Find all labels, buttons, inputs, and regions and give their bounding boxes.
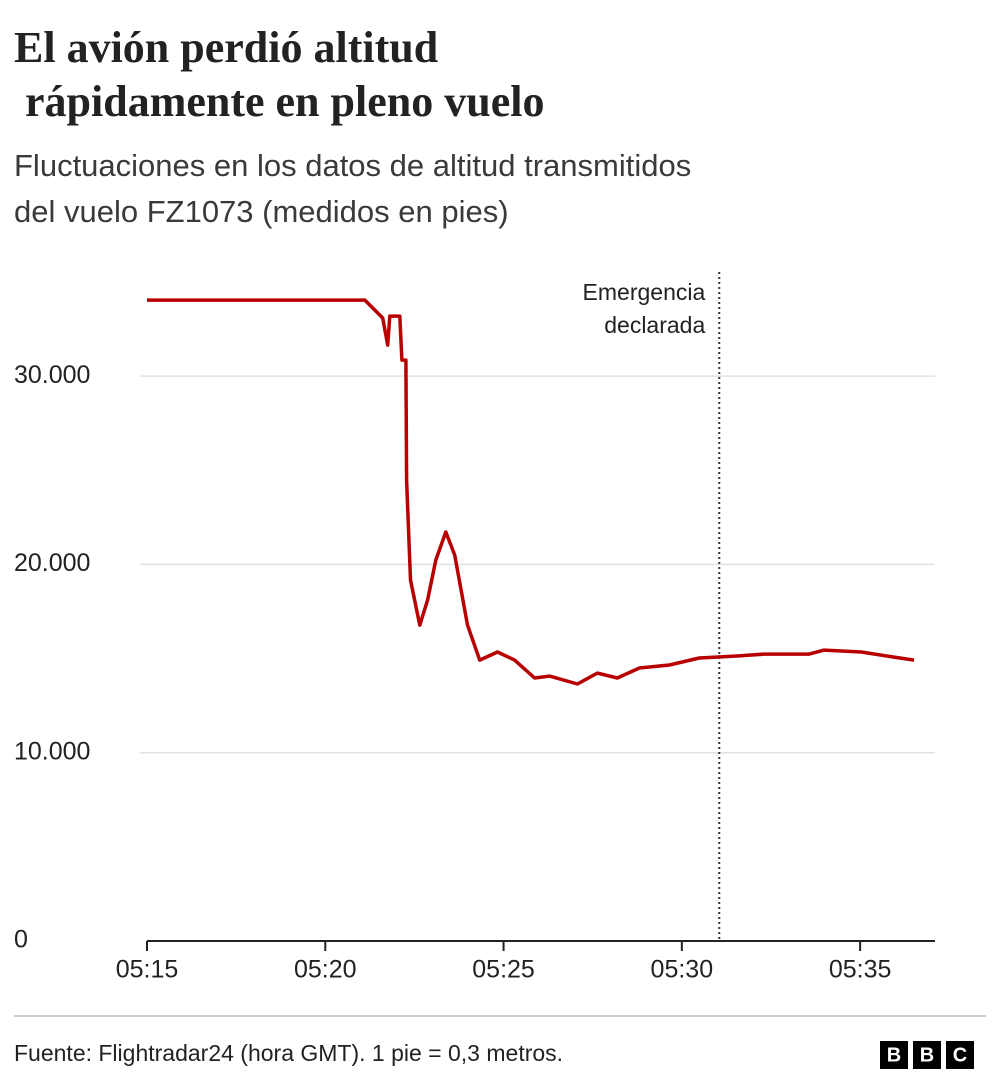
logo-letter: C [953,1044,967,1066]
logo-box [913,1041,941,1069]
x-tick-label: 05:35 [829,956,892,984]
logo-box [946,1041,974,1069]
y-tick-label: 10.000 [14,737,90,765]
y-tick-label: 20.000 [14,549,90,577]
annotation-text: Emergencia [583,279,706,305]
source: Fuente: Flightradar24 (hora GMT). 1 pie … [14,1040,563,1066]
subtitle: del vuelo FZ1073 (medidos en pies) [14,194,509,229]
x-tick-label: 05:25 [472,956,535,984]
x-tick-label: 05:30 [651,956,714,984]
data-line [147,298,915,686]
subtitle: Fluctuaciones en los datos de altitud tr… [14,148,691,183]
chart-title-line: El avión perdió altitud rápidamente en p… [14,23,544,126]
logo-box [880,1041,908,1069]
title-line: El avión perdió altitud [14,23,438,72]
logo-letter: B [920,1044,934,1066]
y-tick-label: 0 [14,926,28,954]
x-tick-label: 05:20 [294,956,357,984]
annotation-text: declarada [604,312,705,338]
logo-letter: B [887,1044,901,1066]
y-tick-label: 30.000 [14,361,90,389]
title-line: rápidamente en pleno vuelo [14,77,544,126]
x-tick-label: 05:15 [116,956,179,984]
